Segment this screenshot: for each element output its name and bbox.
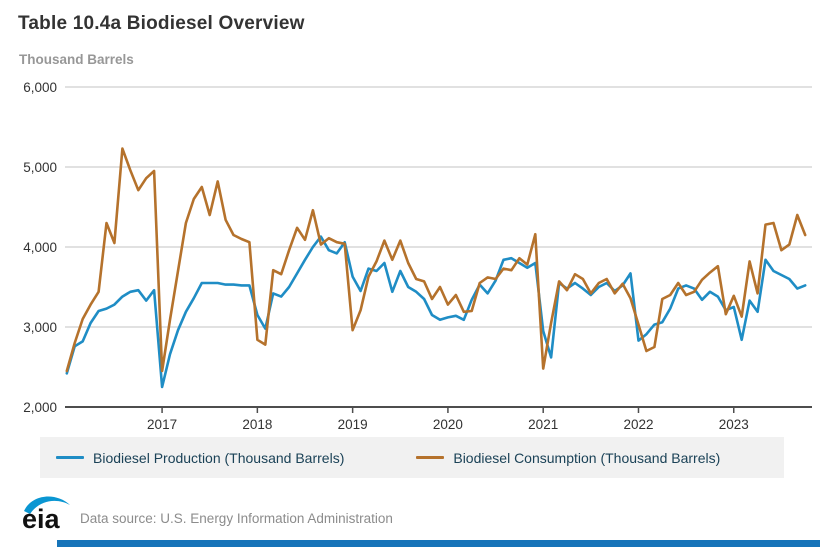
production-line-swatch [56,456,84,459]
consumption-line-swatch [416,456,445,459]
x-tick-label: 2023 [719,417,749,432]
x-tick-label: 2019 [338,417,368,432]
y-tick-label: 4,000 [23,240,57,255]
x-tick-label: 2020 [433,417,463,432]
legend-label-consumption: Biodiesel Consumption (Thousand Barrels) [453,449,721,466]
chart-legend: Biodiesel Production (Thousand Barrels) … [40,437,784,478]
legend-label-production: Biodiesel Production (Thousand Barrels) [93,449,345,466]
x-tick-label: 2018 [242,417,272,432]
chart-plot-area: 6,000 5,000 4,000 3,000 2,000 2017 2018 2019 202… [23,80,812,432]
production-line[interactable] [65,235,807,389]
bottom-blue-bar [57,540,820,547]
legend-item-consumption[interactable]: Biodiesel Consumption (Thousand Barrels) [416,450,720,466]
x-tick-label: 2017 [147,417,177,432]
x-tick-label: 2021 [528,417,558,432]
page-title: Table 10.4a Biodiesel Overview [18,13,305,34]
y-tick-label: 5,000 [23,160,57,175]
legend-item-production[interactable]: Biodiesel Production (Thousand Barrels) [56,450,344,466]
y-tick-label: 2,000 [23,400,57,415]
footer: eia Data source: U.S. Energy Information… [18,492,798,536]
eia-logo-text: eia [22,504,61,534]
data-source-text: Data source: U.S. Energy Information Adm… [80,511,393,526]
x-tick-label: 2022 [623,417,653,432]
y-tick-label: 6,000 [23,80,57,95]
eia-logo: eia [22,496,70,534]
consumption-line[interactable] [65,147,807,373]
y-tick-label: 3,000 [23,320,57,335]
y-axis-units-label: Thousand Barrels [19,52,134,67]
